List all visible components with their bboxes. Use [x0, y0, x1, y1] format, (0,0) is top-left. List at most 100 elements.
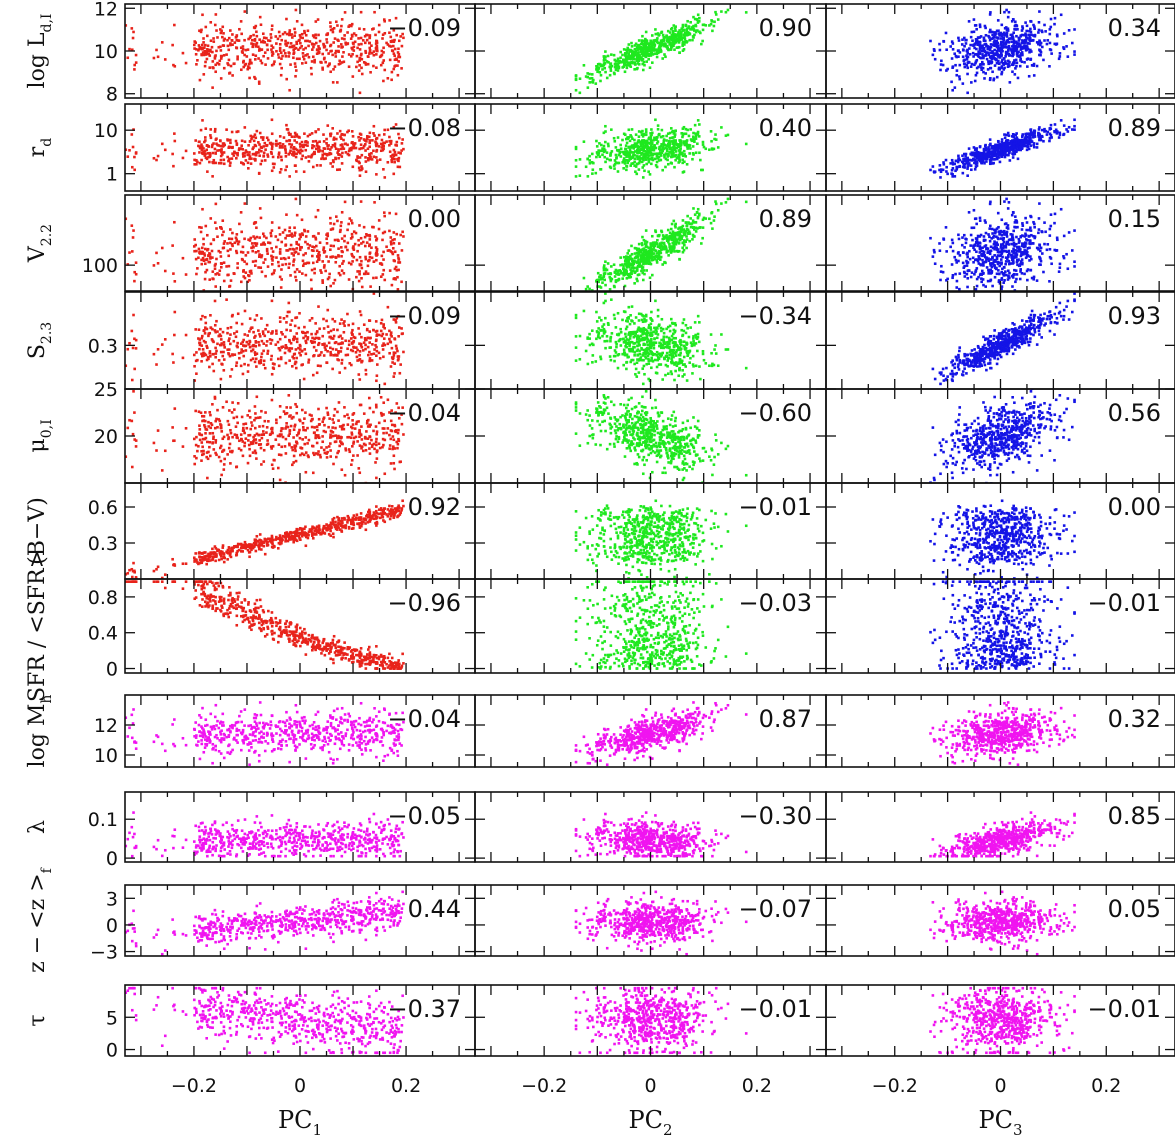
data-point — [649, 139, 653, 143]
data-point — [193, 158, 196, 162]
data-point — [391, 238, 394, 242]
data-point — [245, 55, 249, 58]
data-point — [250, 157, 253, 160]
data-point — [386, 160, 390, 164]
data-point — [383, 176, 387, 179]
data-point — [231, 43, 234, 46]
data-point — [622, 157, 626, 160]
data-point — [280, 66, 283, 70]
data-point — [1006, 38, 1010, 42]
data-point — [612, 136, 616, 140]
data-point — [287, 153, 291, 156]
data-point — [647, 43, 651, 47]
data-point — [397, 47, 400, 51]
data-point — [1015, 150, 1018, 153]
data-point — [624, 60, 627, 63]
data-point — [215, 227, 218, 230]
data-point — [635, 172, 639, 176]
data-point — [212, 40, 216, 43]
data-point — [962, 152, 966, 156]
data-point — [642, 256, 645, 260]
data-point — [250, 272, 253, 275]
data-point — [675, 146, 679, 150]
data-point — [292, 146, 296, 149]
data-point — [200, 146, 204, 150]
data-point — [999, 48, 1003, 52]
data-point — [603, 278, 607, 282]
data-point — [266, 48, 269, 52]
data-point — [393, 54, 396, 58]
data-point — [292, 51, 296, 54]
data-point — [994, 143, 997, 147]
data-point — [1000, 153, 1004, 156]
data-point — [627, 55, 631, 58]
data-point — [653, 152, 657, 156]
data-point — [957, 154, 960, 158]
data-point — [212, 142, 215, 145]
data-point — [644, 262, 647, 265]
data-point — [1005, 40, 1008, 44]
data-point — [327, 153, 331, 156]
data-point — [251, 245, 255, 248]
data-point — [622, 269, 626, 273]
data-point — [956, 160, 960, 164]
data-point — [251, 147, 255, 151]
data-point — [615, 149, 619, 152]
data-point — [1056, 130, 1059, 134]
data-point — [666, 132, 670, 135]
data-point — [692, 24, 695, 28]
data-point — [392, 125, 396, 129]
data-point — [274, 35, 278, 38]
data-point — [625, 51, 629, 54]
data-point — [702, 216, 706, 220]
data-point — [603, 66, 607, 70]
data-point — [318, 254, 321, 257]
data-point — [673, 130, 677, 133]
data-point — [664, 157, 668, 161]
data-point — [336, 151, 339, 154]
data-point — [219, 57, 223, 60]
data-point — [1009, 33, 1013, 37]
data-point — [226, 242, 229, 245]
data-point — [156, 262, 160, 265]
point-series — [125, 118, 405, 179]
data-point — [298, 57, 301, 61]
data-point — [696, 227, 699, 230]
data-point — [338, 129, 342, 133]
data-point — [382, 46, 385, 50]
data-point — [610, 150, 614, 153]
data-point — [625, 56, 628, 60]
data-point — [1038, 10, 1041, 13]
data-point — [663, 246, 666, 250]
data-point — [350, 141, 354, 145]
data-point — [375, 247, 379, 251]
data-point — [352, 42, 355, 45]
data-point — [617, 65, 621, 69]
data-point — [688, 152, 691, 155]
data-point — [246, 251, 250, 254]
data-point — [390, 283, 394, 287]
data-point — [627, 260, 630, 263]
data-point — [588, 301, 591, 304]
data-point — [336, 24, 339, 27]
data-point — [953, 86, 957, 89]
data-point — [301, 144, 305, 147]
data-point — [661, 57, 665, 60]
data-point — [645, 42, 649, 45]
data-point — [357, 166, 361, 170]
data-point — [263, 159, 267, 162]
data-point — [574, 78, 578, 82]
data-point — [652, 138, 656, 142]
data-point — [1021, 27, 1025, 30]
data-point — [984, 33, 988, 37]
data-point — [374, 235, 377, 238]
data-point — [393, 250, 397, 254]
data-point — [295, 247, 299, 250]
data-point — [250, 38, 254, 42]
data-point — [311, 254, 314, 258]
data-point — [679, 235, 682, 239]
data-point — [240, 144, 243, 147]
data-point — [692, 221, 695, 224]
data-point — [235, 38, 239, 42]
data-point — [346, 42, 350, 45]
